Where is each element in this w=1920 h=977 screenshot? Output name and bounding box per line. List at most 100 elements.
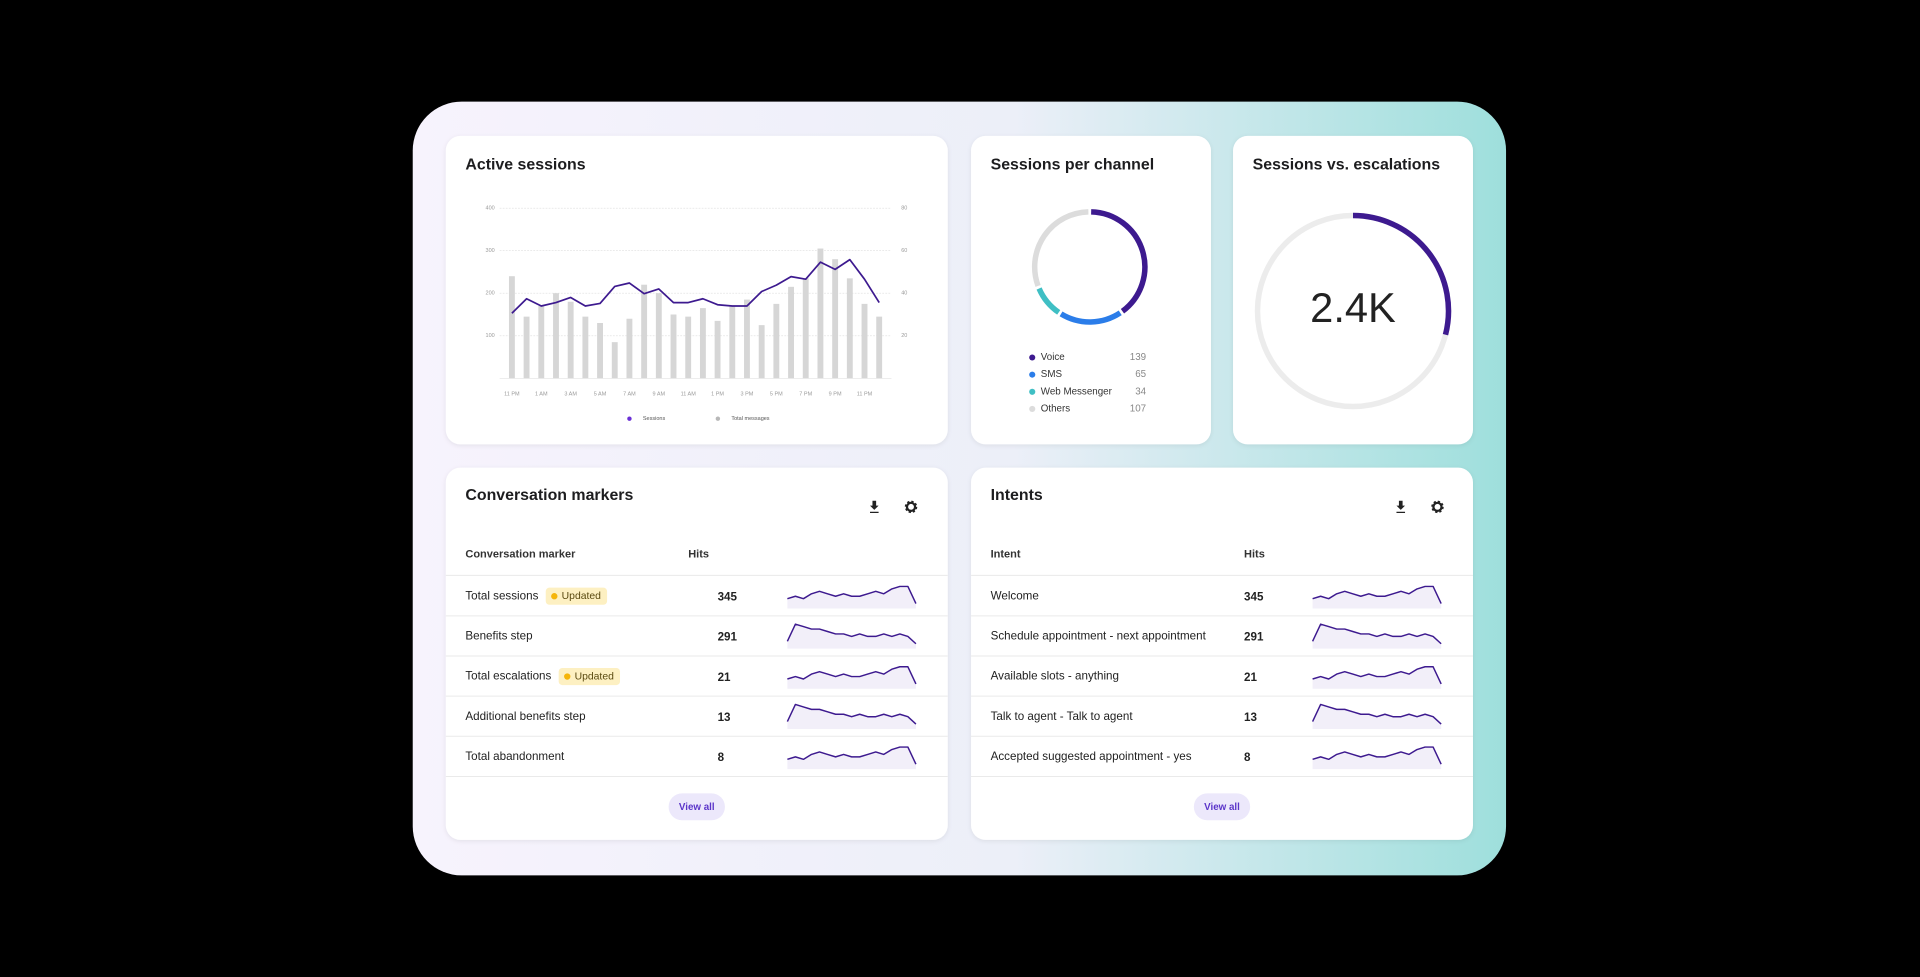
bar — [729, 305, 736, 379]
legend-marker — [1029, 405, 1036, 412]
bar — [758, 325, 765, 379]
badge-dot — [551, 593, 558, 600]
card-title: Active sessions — [465, 156, 585, 173]
column-header: Hits — [688, 549, 709, 561]
x-tick-label: 7 AM — [623, 392, 636, 398]
row-label: Welcome — [991, 589, 1039, 602]
sparkline — [787, 666, 917, 685]
bar — [773, 303, 780, 379]
hits: 21 — [718, 671, 731, 684]
legend-value: 139 — [1130, 352, 1146, 363]
x-tick-label: 11 PM — [857, 392, 873, 398]
hits: 345 — [1244, 591, 1264, 604]
card — [445, 467, 948, 840]
card — [971, 135, 1211, 445]
hits: 8 — [718, 751, 725, 764]
column-header: Intent — [991, 549, 1021, 561]
sparkline — [786, 703, 917, 725]
x-tick-label: 9 PM — [829, 392, 842, 398]
gauge-value: 2.4K — [1310, 284, 1396, 331]
legend-label: Sessions — [643, 416, 666, 422]
view-all-button[interactable] — [1193, 793, 1251, 821]
row-label: Additional benefits step — [465, 710, 585, 723]
badge — [558, 667, 621, 686]
row-label: Total escalations — [465, 670, 551, 683]
sparkline — [1312, 746, 1442, 765]
legend-marker — [715, 416, 721, 421]
card-title: Conversation markers — [465, 487, 633, 504]
view-all-label[interactable]: View all — [679, 802, 715, 813]
legend-label: Others — [1041, 404, 1070, 415]
x-tick-label: 3 PM — [741, 392, 754, 398]
bar — [523, 316, 530, 379]
legend-label: Web Messenger — [1041, 386, 1113, 397]
x-tick-label: 5 PM — [770, 392, 783, 398]
legend-value: 107 — [1130, 404, 1146, 415]
row-label: Schedule appointment - next appointment — [991, 629, 1207, 642]
y2-tick-label: 80 — [901, 206, 907, 212]
hits: 291 — [1244, 631, 1264, 644]
card — [971, 467, 1473, 840]
download-icon[interactable] — [870, 500, 879, 513]
card-title: Intents — [991, 487, 1043, 504]
sparkline — [787, 585, 917, 604]
x-tick-label: 3 AM — [564, 392, 577, 398]
bar — [567, 301, 574, 379]
x-tick-label: 1 PM — [711, 392, 724, 398]
bar — [626, 318, 633, 379]
row-label: Total sessions — [465, 589, 538, 602]
download-icon[interactable] — [1396, 500, 1406, 513]
bar — [876, 316, 883, 379]
view-all-label[interactable]: View all — [1204, 802, 1240, 813]
sparkline — [1311, 703, 1442, 725]
legend-marker — [1029, 371, 1036, 378]
bar — [685, 316, 692, 379]
settings-icon[interactable] — [1431, 500, 1444, 514]
view-all-button[interactable] — [668, 793, 725, 821]
bar — [538, 305, 545, 379]
row-label: Benefits step — [465, 629, 532, 642]
legend-value: 34 — [1135, 386, 1146, 397]
hits: 8 — [1244, 751, 1251, 764]
donut-segment — [1091, 209, 1148, 314]
bar — [611, 342, 618, 379]
donut-segment — [1031, 209, 1089, 287]
bar — [788, 286, 794, 379]
donut-segment — [1059, 310, 1122, 325]
row-label: Available slots - anything — [991, 670, 1119, 683]
y2-tick-label: 20 — [901, 333, 907, 339]
sparkline — [786, 623, 917, 645]
line — [511, 258, 880, 314]
bar — [744, 299, 750, 379]
card-title: Sessions vs. escalations — [1253, 156, 1441, 173]
bar — [508, 276, 515, 379]
hits: 345 — [718, 591, 738, 604]
hits: 13 — [1244, 711, 1257, 724]
sparkline — [787, 746, 917, 765]
hits: 21 — [1244, 671, 1257, 684]
bar — [582, 316, 589, 379]
badge-label: Updated — [562, 591, 602, 602]
settings-icon[interactable] — [904, 500, 918, 514]
bar — [802, 278, 809, 379]
bar — [670, 314, 677, 379]
hits: 13 — [718, 711, 731, 724]
donut-segment — [1036, 287, 1061, 315]
card — [445, 135, 948, 445]
legend-marker — [1029, 388, 1036, 395]
bar — [714, 320, 721, 379]
y-tick-label: 400 — [486, 206, 495, 212]
badge-dot — [564, 673, 571, 680]
y2-tick-label: 60 — [901, 248, 907, 254]
bar — [846, 278, 853, 379]
legend-marker — [1029, 354, 1036, 361]
x-tick-label: 7 PM — [799, 392, 812, 398]
legend-label: Total messages — [731, 416, 769, 422]
card-title: Sessions per channel — [991, 156, 1155, 173]
x-tick-label: 11 AM — [681, 392, 697, 398]
bar — [817, 248, 824, 379]
column-header: Conversation marker — [465, 549, 576, 561]
x-tick-label: 9 AM — [653, 392, 666, 398]
